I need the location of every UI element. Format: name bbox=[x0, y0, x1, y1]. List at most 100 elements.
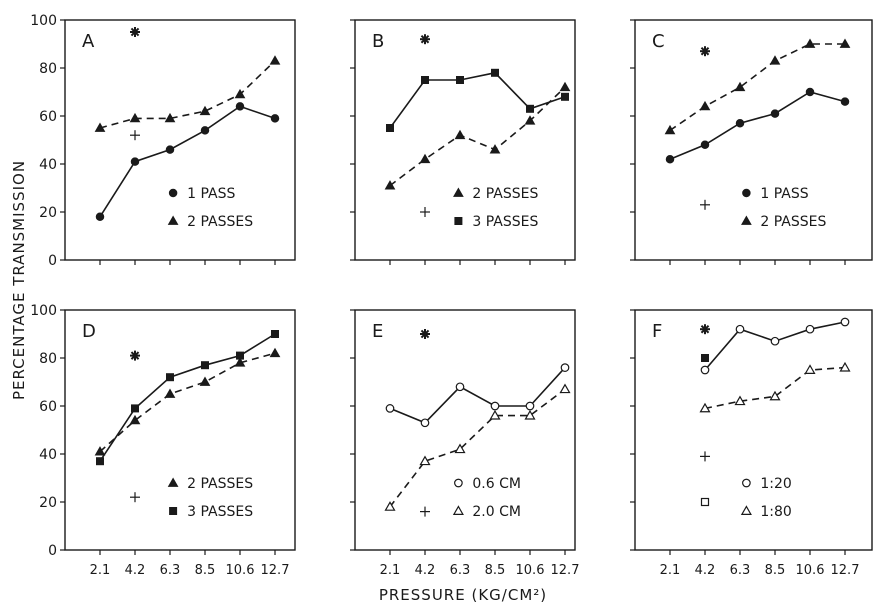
panel-e-series-2-point bbox=[384, 501, 396, 511]
panel-a-ytick-label: 0 bbox=[48, 253, 57, 269]
panel-a-series-1-line bbox=[99, 105, 276, 218]
panel-f-xtick-label: 4.2 bbox=[695, 563, 716, 578]
panel-c-series-1-point bbox=[805, 87, 815, 97]
panel-f-series-2-point bbox=[699, 402, 711, 413]
panel-c-plus-mark bbox=[700, 199, 710, 210]
panel-a-series-2-point bbox=[94, 122, 106, 132]
panel-e-xtick-label: 4.2 bbox=[415, 563, 436, 578]
panel-b-asterisk-mark bbox=[420, 34, 430, 45]
panel-f-xtick-label: 10.6 bbox=[796, 563, 825, 578]
panel-c-series-2-point bbox=[804, 38, 816, 48]
panel-a-label: A bbox=[82, 31, 95, 52]
panel-b-series-2-point bbox=[526, 104, 534, 113]
panel-d-series-1-line bbox=[99, 352, 276, 453]
panel-d-legend-marker-1 bbox=[167, 477, 179, 487]
panel-f-series-1-point bbox=[735, 324, 745, 334]
panel-c-legend-marker-2 bbox=[741, 215, 752, 225]
panel-f-open-square-mark bbox=[700, 497, 710, 507]
panel-a-series-2-point bbox=[269, 55, 281, 65]
panel-f-series-2-point bbox=[839, 361, 851, 372]
panel-a-legend-marker-1 bbox=[168, 188, 178, 198]
panel-d-frame bbox=[64, 309, 296, 551]
panel-c-legend-label-2: 2 PASSES bbox=[760, 214, 826, 230]
panel-f-series-2-point bbox=[769, 390, 781, 401]
panel-e-series-2-point bbox=[419, 455, 431, 466]
panel-d-ytick-label: 60 bbox=[39, 399, 57, 415]
panel-e-series-1-point bbox=[490, 401, 500, 411]
panel-f-xtick-label: 8.5 bbox=[765, 563, 786, 578]
panel-b-series-1-point bbox=[524, 115, 536, 125]
panel-c-series-2-point bbox=[734, 81, 746, 92]
panel-f-legend-label-2: 1:80 bbox=[760, 504, 791, 520]
panel-a-asterisk-mark bbox=[130, 27, 140, 37]
panel-a-series-1-point bbox=[95, 212, 105, 222]
panel-f-series-1-point bbox=[770, 336, 780, 346]
panel-e-series-2-point bbox=[559, 383, 571, 394]
panel-a-series-2-line bbox=[99, 60, 276, 129]
panel-f-legend-marker-2 bbox=[740, 505, 752, 515]
panel-b-frame bbox=[354, 19, 576, 261]
panel-a-series-2-point bbox=[199, 105, 211, 116]
panel-c-series-2-point bbox=[839, 38, 851, 48]
panel-c-series-2-point bbox=[769, 55, 781, 65]
panel-e-legend-marker-1 bbox=[454, 478, 463, 488]
panel-e-legend-marker-2 bbox=[452, 505, 464, 515]
panel-e-series-2-line bbox=[389, 388, 566, 508]
panel-e-series-1-point bbox=[525, 401, 535, 411]
panel-d-ytick-label: 0 bbox=[48, 543, 57, 559]
panel-e-series-1-point bbox=[455, 382, 465, 392]
panel-d-series-2-point bbox=[201, 361, 209, 370]
panel-c-asterisk-mark bbox=[700, 46, 710, 57]
panel-a-series-1-point bbox=[165, 145, 175, 154]
panel-b-series-1-point bbox=[559, 81, 571, 92]
panel-b-series-1-point bbox=[384, 180, 396, 190]
panel-f-frame bbox=[634, 309, 873, 551]
panel-a-ytick-label: 80 bbox=[39, 61, 57, 77]
panel-d-xtick-label: 12.7 bbox=[261, 563, 290, 578]
panel-c-series-1-point bbox=[840, 97, 850, 106]
panel-d-xtick-label: 6.3 bbox=[160, 563, 181, 578]
panel-e-legend-label-1: 0.6 CM bbox=[472, 476, 521, 492]
panel-a-frame bbox=[64, 19, 296, 261]
panel-a-series-2-point bbox=[234, 88, 246, 99]
panel-b-legend-label-1: 2 PASSES bbox=[472, 186, 538, 202]
panel-d-series-1-point bbox=[164, 388, 176, 398]
panel-b-series-2-point bbox=[491, 68, 499, 77]
panel-f-xtick-label: 6.3 bbox=[730, 563, 751, 578]
panel-a-legend-marker-2 bbox=[167, 215, 179, 225]
panel-b-series-2-point bbox=[386, 124, 394, 132]
panel-d-xtick-label: 4.2 bbox=[125, 563, 146, 578]
panel-f-series-1-line bbox=[704, 321, 846, 371]
panel-a-series-2-point bbox=[129, 112, 141, 123]
panel-a-series-1-point bbox=[200, 126, 210, 135]
panel-d-ytick-label: 80 bbox=[39, 351, 57, 367]
panel-e-series-1-point bbox=[385, 404, 395, 413]
panel-c-legend-marker-1 bbox=[742, 188, 751, 198]
panel-e-series-2-point bbox=[489, 409, 501, 420]
panel-a-series-2-point bbox=[164, 112, 176, 123]
panel-a-ytick-label: 60 bbox=[39, 109, 57, 125]
panel-b-series-1-point bbox=[454, 129, 466, 140]
panel-d-series-2-point bbox=[166, 373, 174, 382]
panel-e-xtick-label: 6.3 bbox=[450, 563, 471, 578]
panel-e-label: E bbox=[372, 321, 383, 342]
panel-a-plus-mark bbox=[130, 130, 140, 141]
panel-d-series-2-point bbox=[96, 457, 104, 466]
panel-a-ytick-label: 20 bbox=[39, 205, 57, 221]
panel-d-legend-label-2: 3 PASSES bbox=[187, 504, 253, 520]
panel-d-xtick-label: 10.6 bbox=[226, 563, 255, 578]
panel-d-series-2-line bbox=[99, 333, 276, 462]
panel-a-series-1-point bbox=[130, 157, 140, 166]
panel-e-xtick-label: 8.5 bbox=[485, 563, 506, 578]
panel-e-series-1-point bbox=[420, 418, 430, 428]
panel-d-ytick-label: 100 bbox=[30, 303, 57, 319]
panel-f-legend-label-1: 1:20 bbox=[760, 476, 791, 492]
panel-e-legend-label-2: 2.0 CM bbox=[472, 504, 521, 520]
panel-d-asterisk-mark bbox=[130, 350, 140, 361]
panel-c-series-2-point bbox=[664, 124, 676, 135]
panel-f-plus-mark bbox=[700, 451, 710, 462]
panel-e-plus-mark bbox=[420, 506, 430, 517]
panel-c-label: C bbox=[652, 31, 665, 52]
panel-c-series-2-line bbox=[669, 43, 845, 132]
